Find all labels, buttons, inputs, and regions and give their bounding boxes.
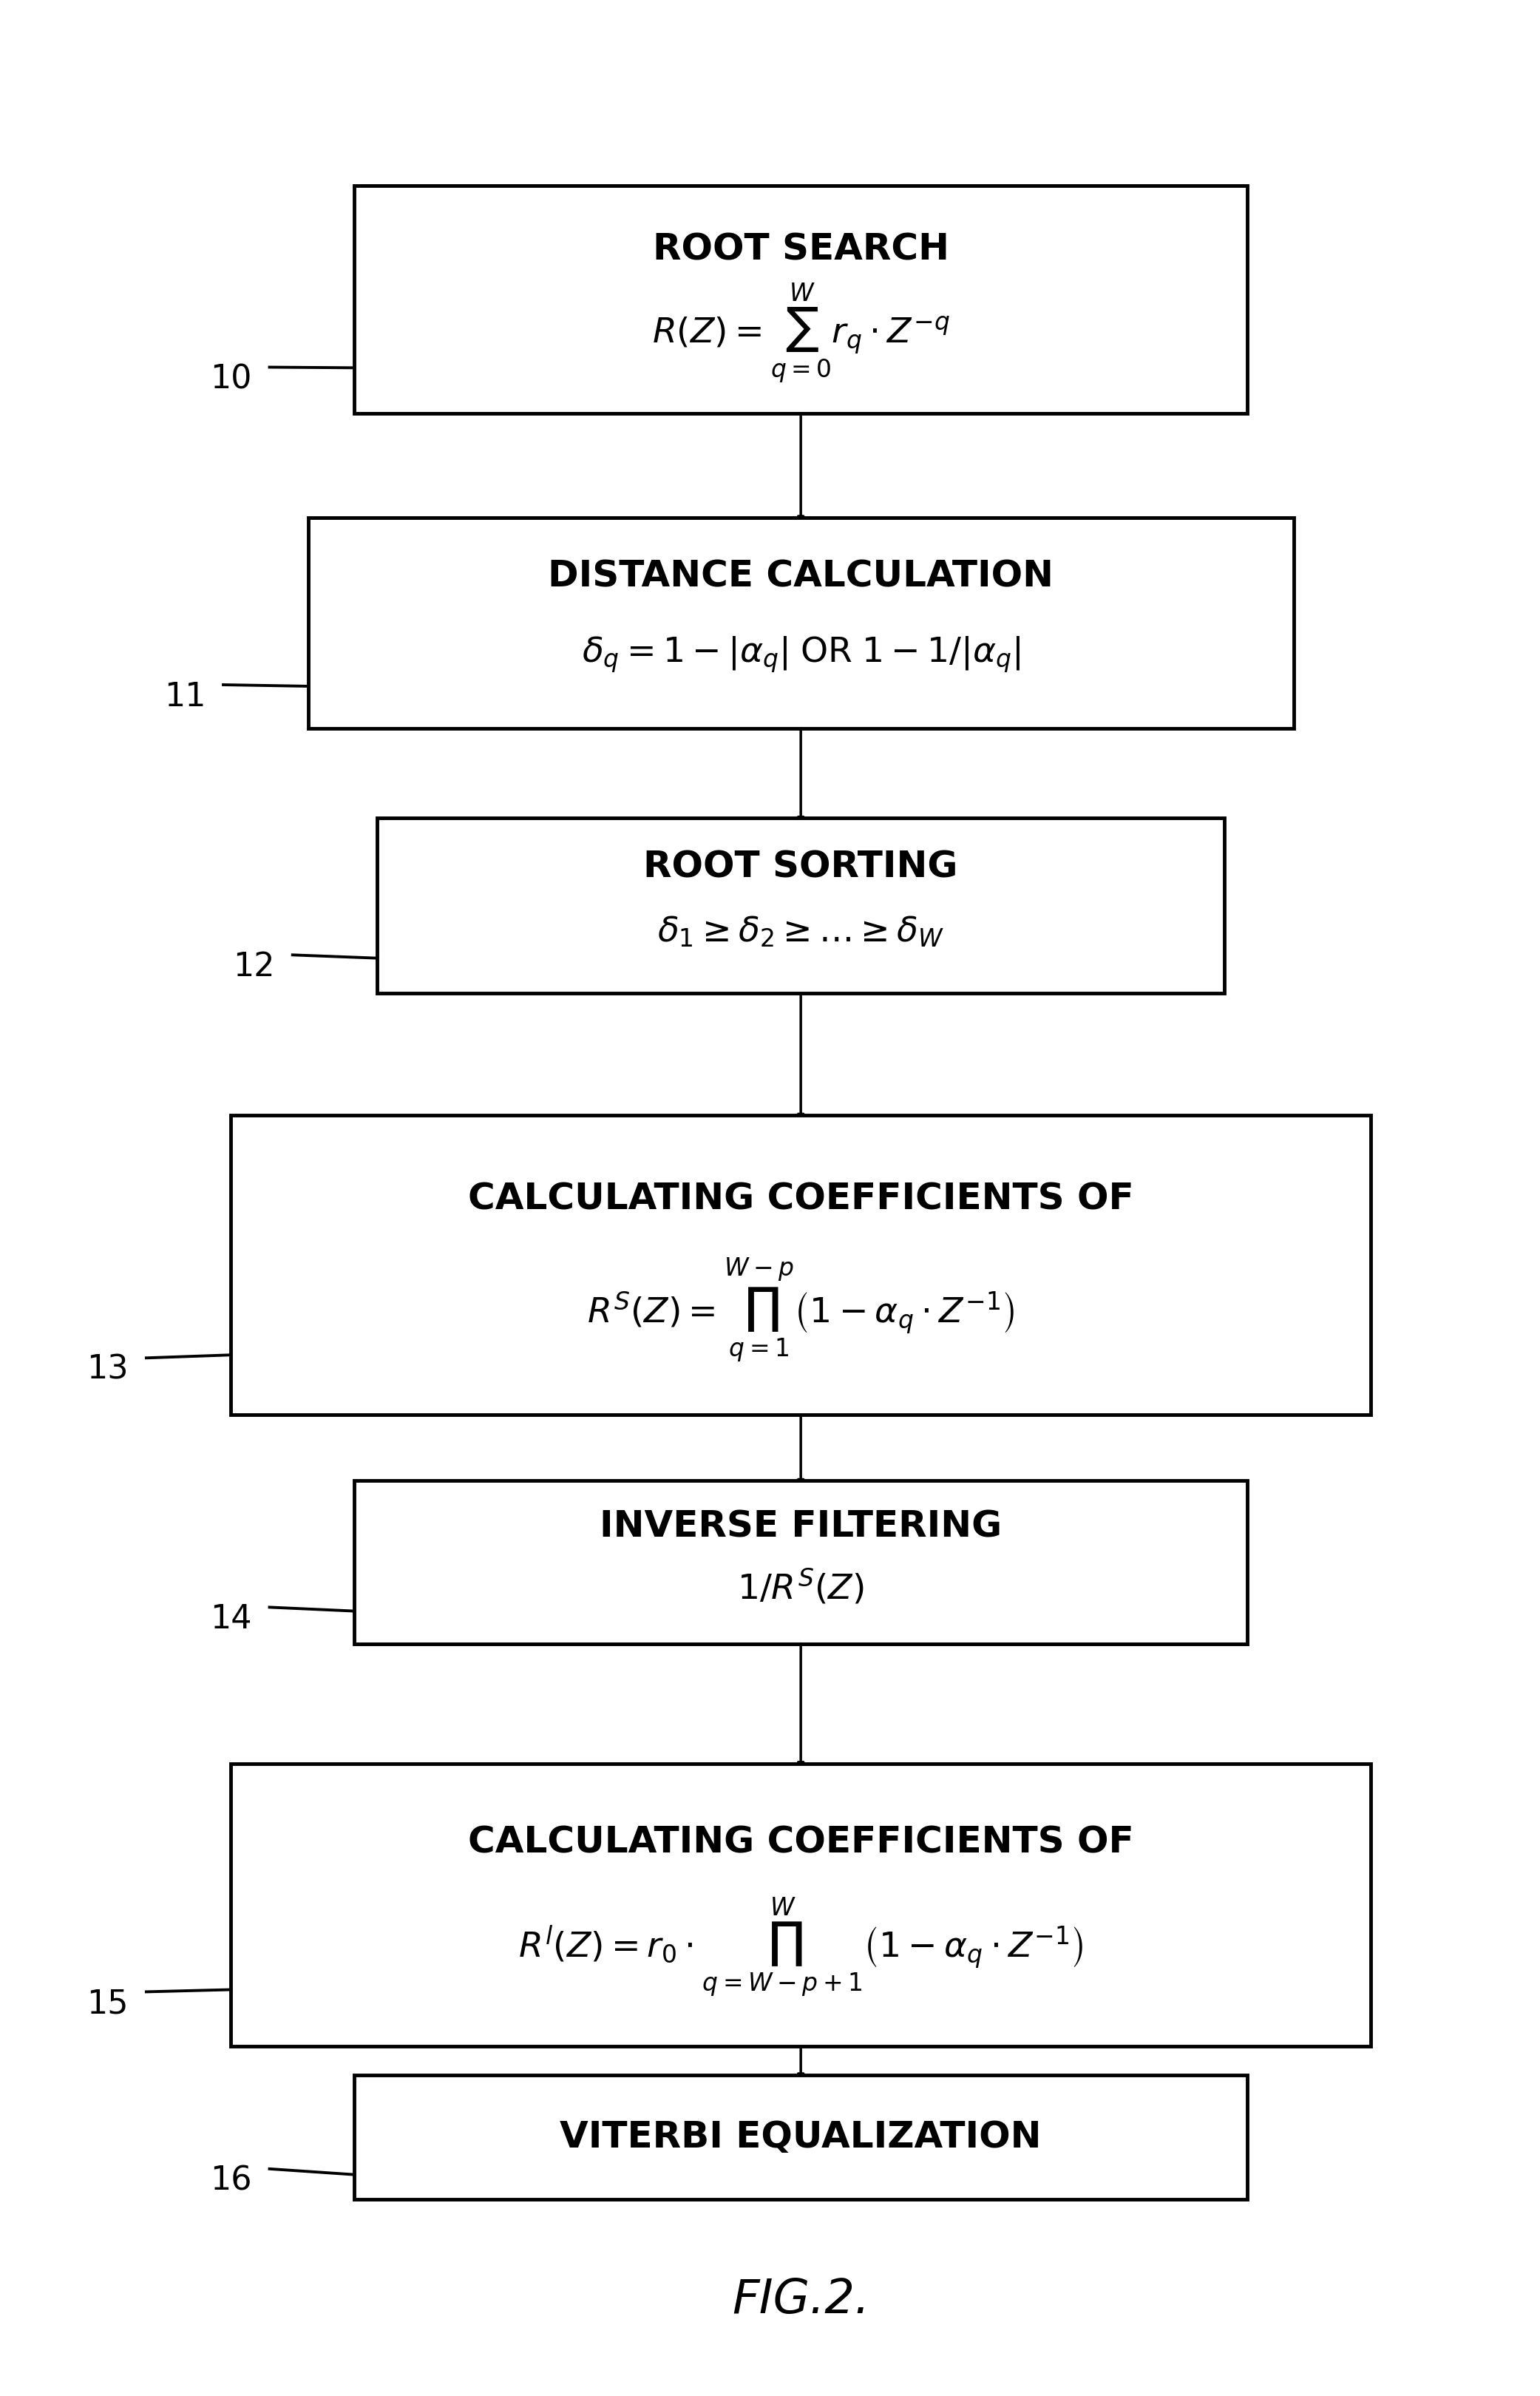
- Bar: [231, 1763, 1371, 2046]
- Bar: [354, 2075, 1247, 2200]
- Text: CALCULATING COEFFICIENTS OF: CALCULATING COEFFICIENTS OF: [468, 1826, 1133, 1859]
- Bar: [354, 1481, 1247, 1644]
- Bar: [308, 518, 1294, 728]
- Text: INVERSE FILTERING: INVERSE FILTERING: [599, 1509, 1003, 1543]
- Text: FIG.2.: FIG.2.: [731, 2276, 870, 2324]
- Text: ROOT SORTING: ROOT SORTING: [644, 851, 958, 884]
- Text: $1/R^S(Z)$: $1/R^S(Z)$: [738, 1567, 864, 1605]
- Bar: [377, 819, 1224, 992]
- Text: 11: 11: [163, 680, 206, 712]
- Text: 10: 10: [209, 364, 253, 395]
- Text: 13: 13: [86, 1354, 129, 1385]
- Bar: [231, 1117, 1371, 1414]
- Text: 12: 12: [233, 951, 276, 982]
- Text: $R^l(Z) = r_0 \cdot \prod_{q=W-p+1}^{W} \left(1 - \alpha_q \cdot Z^{-1}\right)$: $R^l(Z) = r_0 \cdot \prod_{q=W-p+1}^{W} …: [517, 1895, 1084, 1998]
- Text: $\delta_q = 1 - |\alpha_q|  \;\mathrm{OR}\;  1 - 1/|\alpha_q|$: $\delta_q = 1 - |\alpha_q| \;\mathrm{OR}…: [582, 635, 1019, 673]
- Text: $R(Z) = \sum_{q=0}^{W} r_q \cdot Z^{-q}$: $R(Z) = \sum_{q=0}^{W} r_q \cdot Z^{-q}$: [651, 283, 950, 386]
- Text: 14: 14: [209, 1603, 253, 1634]
- Text: DISTANCE CALCULATION: DISTANCE CALCULATION: [548, 558, 1053, 594]
- Text: ROOT SEARCH: ROOT SEARCH: [653, 232, 949, 268]
- Text: CALCULATING COEFFICIENTS OF: CALCULATING COEFFICIENTS OF: [468, 1181, 1133, 1217]
- Text: $R^S(Z) = \prod_{q=1}^{W-p} \left(1 - \alpha_q \cdot Z^{-1}\right)$: $R^S(Z) = \prod_{q=1}^{W-p} \left(1 - \a…: [587, 1256, 1015, 1363]
- Text: 15: 15: [86, 1989, 129, 2020]
- Text: VITERBI EQUALIZATION: VITERBI EQUALIZATION: [561, 2120, 1041, 2154]
- Text: 16: 16: [209, 2166, 253, 2197]
- Bar: [354, 187, 1247, 415]
- Text: $\delta_1 \geq \delta_2 \geq \ldots \geq \delta_W$: $\delta_1 \geq \delta_2 \geq \ldots \geq…: [658, 915, 944, 949]
